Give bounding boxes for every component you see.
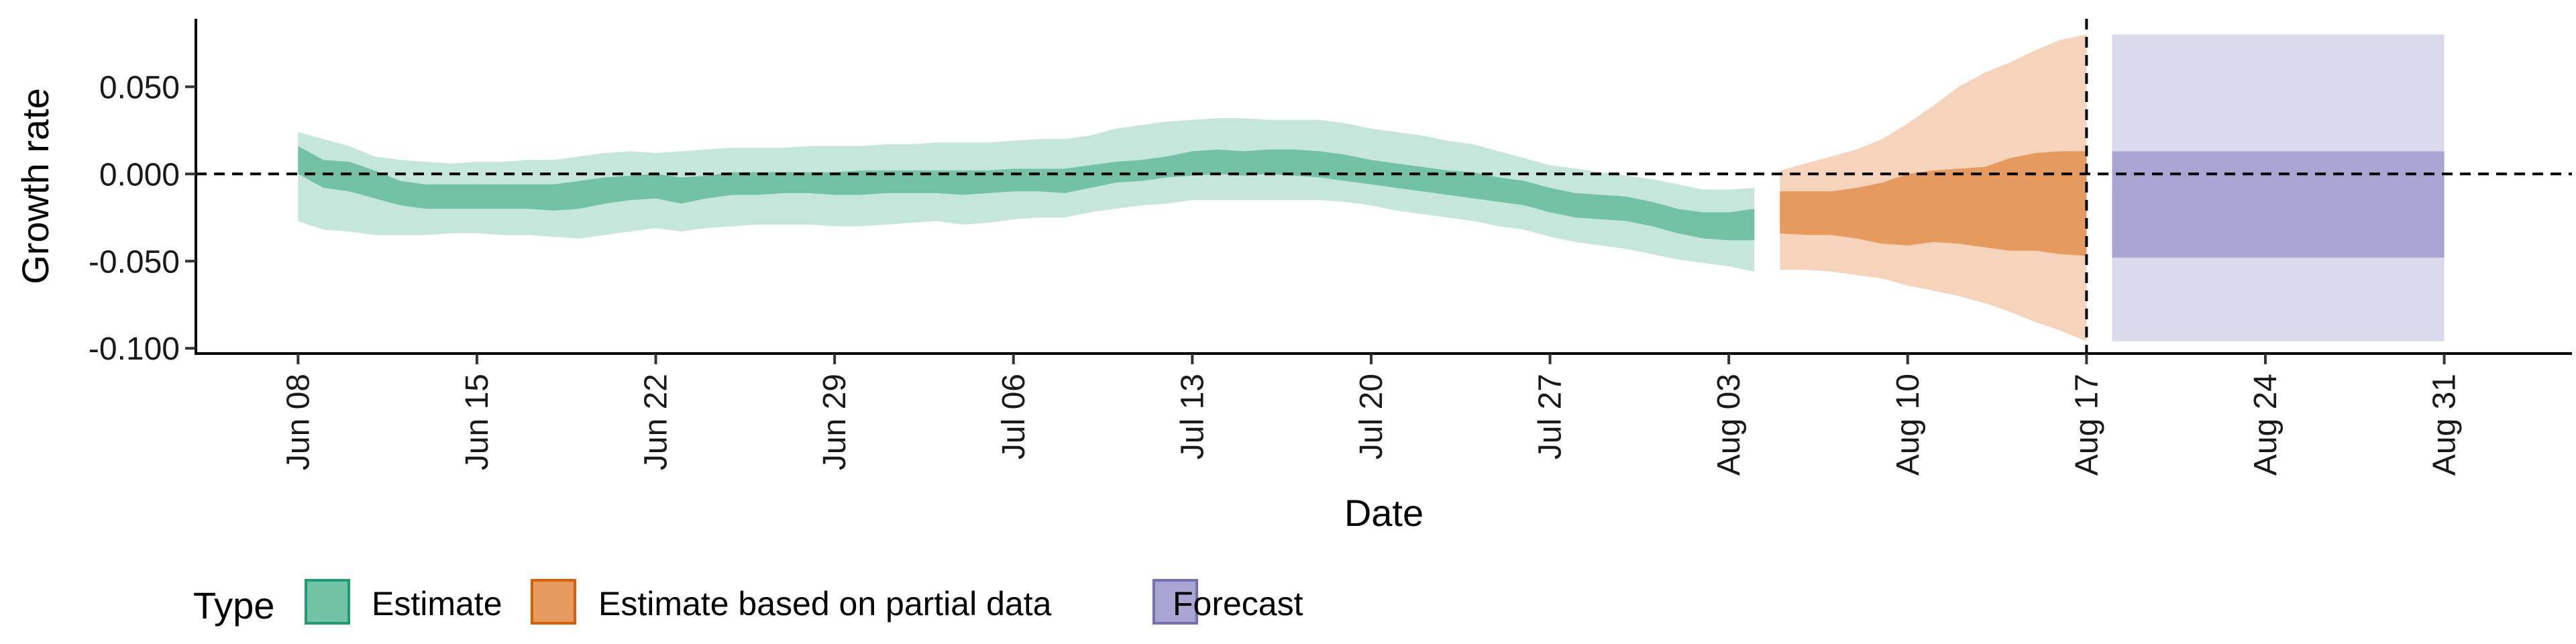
axes	[195, 19, 2572, 355]
x-tick-label: Aug 24	[2248, 374, 2284, 476]
x-tick-label: Aug 31	[2427, 374, 2463, 476]
legend-label-estimate-based-on-partial-data: Estimate based on partial data	[598, 585, 1052, 623]
x-tick-label: Jun 08	[280, 374, 316, 470]
band-layer	[298, 34, 2445, 341]
x-tick-label: Jun 29	[817, 374, 853, 470]
y-tick-label: -0.050	[89, 244, 180, 280]
legend-key-forecast	[1152, 579, 1198, 625]
x-tick-label: Aug 17	[2069, 374, 2104, 476]
estimate-outer-band	[298, 118, 1755, 272]
legend-label-estimate: Estimate	[372, 585, 502, 623]
forecast-inner-band	[2112, 151, 2445, 258]
x-tick-label: Aug 10	[1890, 374, 1926, 476]
legend-key-estimate-based-on-partial-data	[531, 579, 576, 625]
x-tick-label: Jul 27	[1533, 374, 1568, 460]
x-tick-label: Jun 22	[639, 374, 674, 470]
x-axis-title: Date	[1344, 492, 1424, 534]
y-tick-label: -0.100	[89, 331, 180, 367]
reference-lines	[196, 19, 2572, 354]
x-tick-label: Aug 03	[1711, 374, 1747, 476]
x-tick-label: Jun 15	[460, 374, 495, 470]
y-tick-label: 0.050	[99, 70, 180, 105]
legend-label-forecast: Forecast	[1173, 585, 1303, 623]
estimate-inner-band	[298, 146, 1755, 241]
legend-key-estimate	[305, 579, 350, 625]
x-axis-ticks: Jun 08 Jun 15 Jun 22 Jun 29 Jul 06 Jul 13 Jul …	[280, 354, 2463, 476]
legend-title: Type	[193, 584, 274, 627]
y-axis-ticks: -0.100 -0.050 0.000 0.050	[89, 70, 196, 367]
x-tick-label: Jul 20	[1354, 374, 1389, 460]
y-axis-title: Growth rate	[14, 88, 56, 284]
x-tick-label: Jul 06	[996, 374, 1032, 460]
legend: Type Estimate Estimate based on partial d…	[193, 579, 1303, 627]
y-tick-label: 0.000	[99, 157, 180, 193]
estimate-based-on-partial-data-inner-band	[1780, 151, 2087, 256]
x-tick-label: Jul 13	[1175, 374, 1210, 460]
